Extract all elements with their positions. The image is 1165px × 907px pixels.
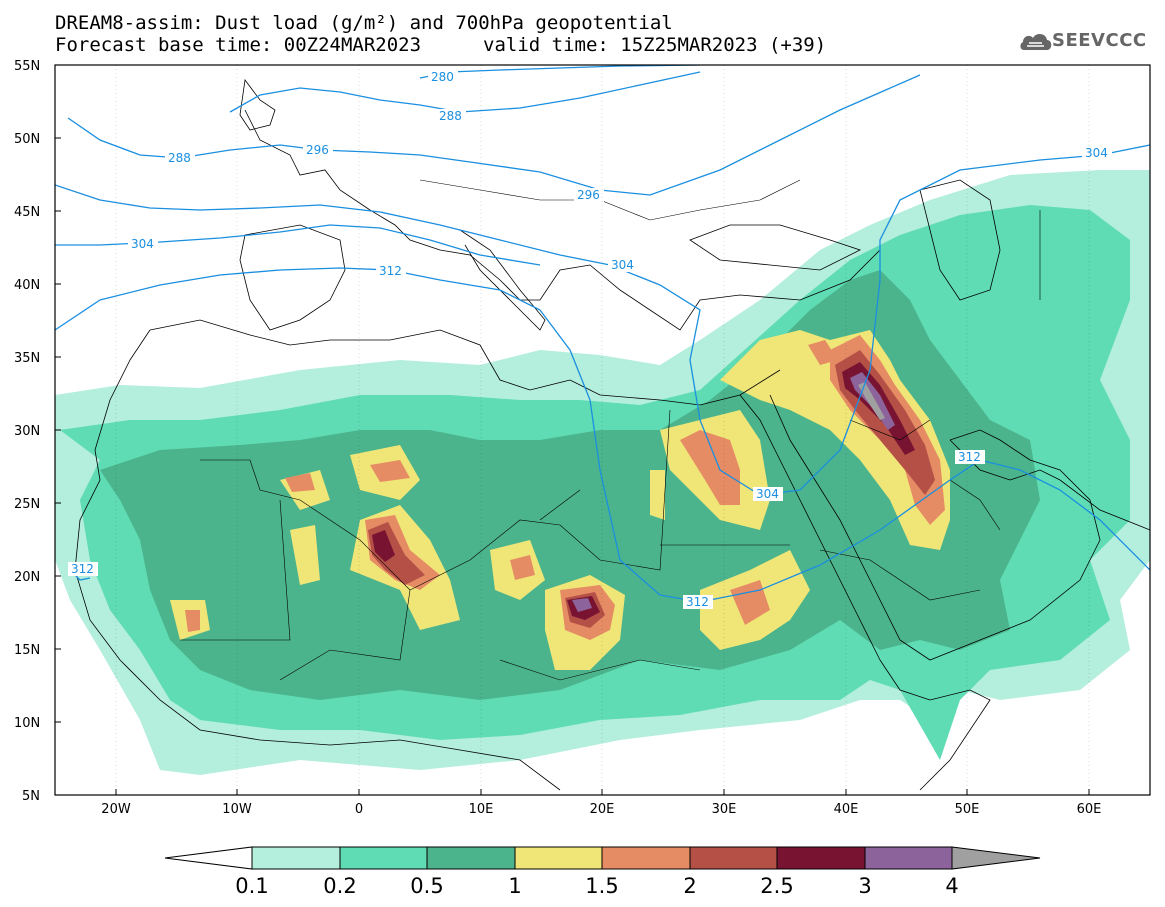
contour-label: 296 [306,143,329,157]
contour-label: 312 [958,450,981,464]
colorbar-swatch [776,846,866,870]
cloud-icon [1020,34,1052,50]
contour-label: 304 [611,258,634,272]
colorbar-swatch [251,846,341,870]
country-borders [180,179,1041,681]
colorbar-max-arrow [951,846,1041,870]
colorbar-label: 0.5 [410,874,443,898]
lon-tick-label: 40E [834,802,859,817]
lon-tick-label: 10W [222,802,252,817]
lon-axis: 20W 10W 0 10E 20E 30E 40E 50E 60E [101,789,1101,817]
contour-label: 304 [1085,146,1108,160]
lat-tick-label: 25N [14,497,40,512]
lat-tick-label: 35N [14,351,40,366]
grid [115,65,1090,795]
colorbar-label: 3 [858,874,871,898]
lon-tick-label: 50E [955,802,980,817]
colorbar-label: 2 [683,874,696,898]
lon-tick-label: 10E [469,802,494,817]
colorbar-label: 0.2 [323,874,356,898]
lon-tick-label: 30E [712,802,737,817]
contour-label: 312 [686,595,709,609]
contour-label: 312 [379,264,402,278]
lat-tick-label: 5N [22,789,40,804]
dust-field [55,170,1150,775]
colorbar-swatch [339,846,428,870]
valid-time: valid time: 15Z25MAR2023 (+39) [483,34,827,56]
lat-tick-label: 20N [14,570,40,585]
lat-tick-label: 10N [14,716,40,731]
colorbar-min-arrow [164,846,253,870]
colorbar-label: 1.5 [585,874,618,898]
logo-text: SEEVCCC [1052,30,1147,51]
contour-label: 288 [439,109,462,123]
colorbar-swatch [601,846,691,870]
colorbar-label: 2.5 [760,874,793,898]
contour-label: 304 [131,237,154,251]
colorbar-swatch [689,846,778,870]
lat-tick-label: 50N [14,132,40,147]
lon-tick-label: 20W [101,802,131,817]
lon-tick-label: 20E [590,802,615,817]
coastlines [74,78,1150,791]
colorbar-label: 1 [508,874,521,898]
lat-tick-label: 45N [14,205,40,220]
lat-tick-label: 30N [14,424,40,439]
contour-label: 280 [431,70,454,84]
map-title: DREAM8-assim: Dust load (g/m²) and 700hP… [55,12,673,34]
lon-tick-label: 60E [1077,802,1102,817]
contour-label: 304 [756,487,779,501]
contour-label: 288 [168,151,191,165]
colorbar-swatch [426,846,516,870]
lon-tick-label: 0 [355,802,363,817]
colorbar-label: 0.1 [235,874,268,898]
colorbar-labels: 0.1 0.2 0.5 1 1.5 2 2.5 3 4 [235,874,958,898]
forecast-base-time: Forecast base time: 00Z24MAR2023 [55,34,422,56]
contour-label: 296 [577,188,600,202]
colorbar [164,846,1041,870]
colorbar-swatch [514,846,603,870]
lat-tick-label: 15N [14,643,40,658]
lat-tick-label: 40N [14,278,40,293]
colorbar-label: 4 [945,874,958,898]
colorbar-swatch [864,846,953,870]
contour-labels: 280 288 288 296 296 304 304 304 304 312 … [68,70,1112,609]
contour-label: 312 [71,562,94,576]
lat-tick-label: 55N [14,59,40,74]
lat-axis: 55N 50N 45N 40N 35N 30N 25N 20N 15N 10N … [14,59,61,804]
